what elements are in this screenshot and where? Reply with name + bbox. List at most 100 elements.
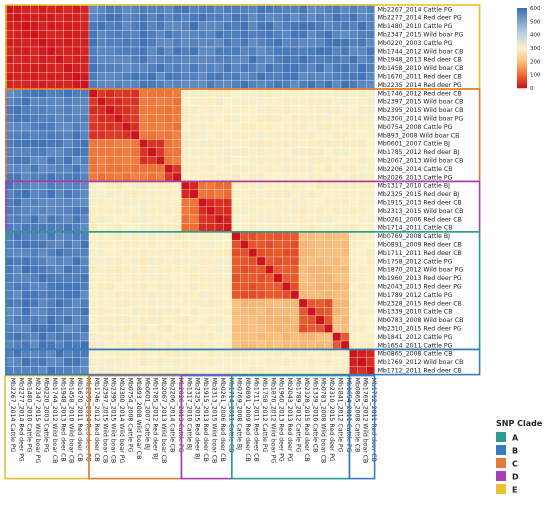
heatmap-cell <box>315 189 325 199</box>
heatmap-cell <box>139 88 148 98</box>
heatmap-cell <box>206 223 216 232</box>
heatmap-cell <box>214 357 224 367</box>
heatmap-cell <box>139 256 148 266</box>
heatmap-cell <box>214 340 224 350</box>
heatmap-cell <box>130 46 140 56</box>
heatmap-cell <box>97 282 106 291</box>
clade-col-box-b <box>348 374 376 480</box>
heatmap-cell <box>256 114 266 123</box>
heatmap-cell <box>332 105 342 115</box>
heatmap-cell <box>282 298 291 308</box>
heatmap-cell <box>273 156 283 165</box>
heatmap-cell <box>46 164 56 174</box>
heatmap-cell <box>30 273 39 283</box>
heatmap-cell <box>72 340 81 350</box>
heatmap-cell <box>88 164 98 174</box>
heatmap-cell <box>273 105 283 115</box>
heatmap-cell <box>46 206 56 216</box>
column-label: Mb1769_2012 Wild boar CB <box>362 378 369 464</box>
heatmap-cell <box>72 349 81 358</box>
heatmap-cell <box>189 231 199 241</box>
column-label: Mb2300_2014 Wild boar PG <box>118 378 125 464</box>
heatmap-cell <box>248 231 258 241</box>
heatmap-cell <box>189 223 199 232</box>
heatmap-cell <box>97 139 106 148</box>
heatmap-cell <box>13 147 22 157</box>
heatmap-cell <box>181 105 190 115</box>
heatmap-cell <box>214 198 224 207</box>
heatmap-cell <box>181 256 190 266</box>
heatmap-cell <box>46 4 56 14</box>
heatmap-cell <box>256 139 266 148</box>
heatmap-cell <box>349 105 358 115</box>
heatmap-cell <box>164 223 174 232</box>
heatmap-cell <box>298 340 308 350</box>
heatmap-cell <box>340 114 350 123</box>
heatmap-cell <box>307 147 316 157</box>
heatmap-cell <box>349 156 358 165</box>
heatmap-cell <box>349 206 358 216</box>
heatmap-cell <box>366 21 375 31</box>
heatmap-cell <box>206 324 216 333</box>
heatmap-cell <box>97 231 106 241</box>
heatmap-cell <box>122 349 132 358</box>
heatmap-cell <box>80 181 90 190</box>
heatmap-cell <box>214 164 224 174</box>
heatmap-cell <box>315 298 325 308</box>
heatmap-cell <box>324 114 333 123</box>
heatmap-cell <box>332 72 342 81</box>
heatmap-cell <box>223 46 232 56</box>
heatmap-cell <box>122 55 132 64</box>
heatmap-cell <box>240 189 249 199</box>
colorbar-segment <box>517 56 527 58</box>
heatmap-cell <box>290 21 300 31</box>
heatmap-cell <box>72 248 81 258</box>
heatmap-cell <box>164 248 174 258</box>
colorbar-segment <box>517 24 527 26</box>
heatmap-cell <box>147 46 157 56</box>
heatmap-cell <box>38 214 48 224</box>
colorbar-segment <box>517 33 527 35</box>
heatmap-cell <box>80 21 90 31</box>
heatmap-cell <box>181 181 190 190</box>
heatmap-cell <box>231 105 241 115</box>
heatmap-cell <box>130 97 140 106</box>
heatmap-cell <box>340 122 350 132</box>
heatmap-cell <box>324 265 333 274</box>
heatmap-cell <box>139 105 148 115</box>
heatmap-cell <box>88 147 98 157</box>
heatmap-cell <box>139 206 148 216</box>
heatmap-cell <box>122 240 132 249</box>
heatmap-cell <box>198 30 207 39</box>
heatmap-cell <box>357 156 367 165</box>
heatmap-cell <box>206 114 216 123</box>
heatmap-cell <box>206 256 216 266</box>
heatmap-cell <box>55 198 64 207</box>
heatmap-cell <box>307 130 316 140</box>
heatmap-cell <box>231 46 241 56</box>
heatmap-cell <box>265 315 274 325</box>
heatmap-cell <box>72 63 81 73</box>
heatmap-cell <box>324 349 333 358</box>
heatmap-cell <box>21 21 31 31</box>
heatmap-cell <box>21 172 31 182</box>
colorbar-segment <box>517 76 527 78</box>
heatmap-cell <box>298 97 308 106</box>
heatmap-cell <box>340 357 350 367</box>
heatmap-cell <box>282 55 291 64</box>
colorbar-segment <box>517 57 527 59</box>
heatmap-cell <box>156 324 165 333</box>
heatmap-cell <box>198 231 207 241</box>
heatmap-cell <box>122 30 132 39</box>
heatmap-cell <box>315 156 325 165</box>
row-label: Mb2328_2015 Red deer CB <box>378 300 462 307</box>
heatmap-cell <box>139 340 148 350</box>
heatmap-cell <box>366 223 375 232</box>
heatmap-cell <box>88 114 98 123</box>
heatmap-cell <box>206 240 216 249</box>
heatmap-cell <box>114 189 123 199</box>
heatmap-cell <box>72 256 81 266</box>
heatmap-cell <box>46 80 56 90</box>
heatmap-cell <box>13 248 22 258</box>
heatmap-cell <box>164 189 174 199</box>
